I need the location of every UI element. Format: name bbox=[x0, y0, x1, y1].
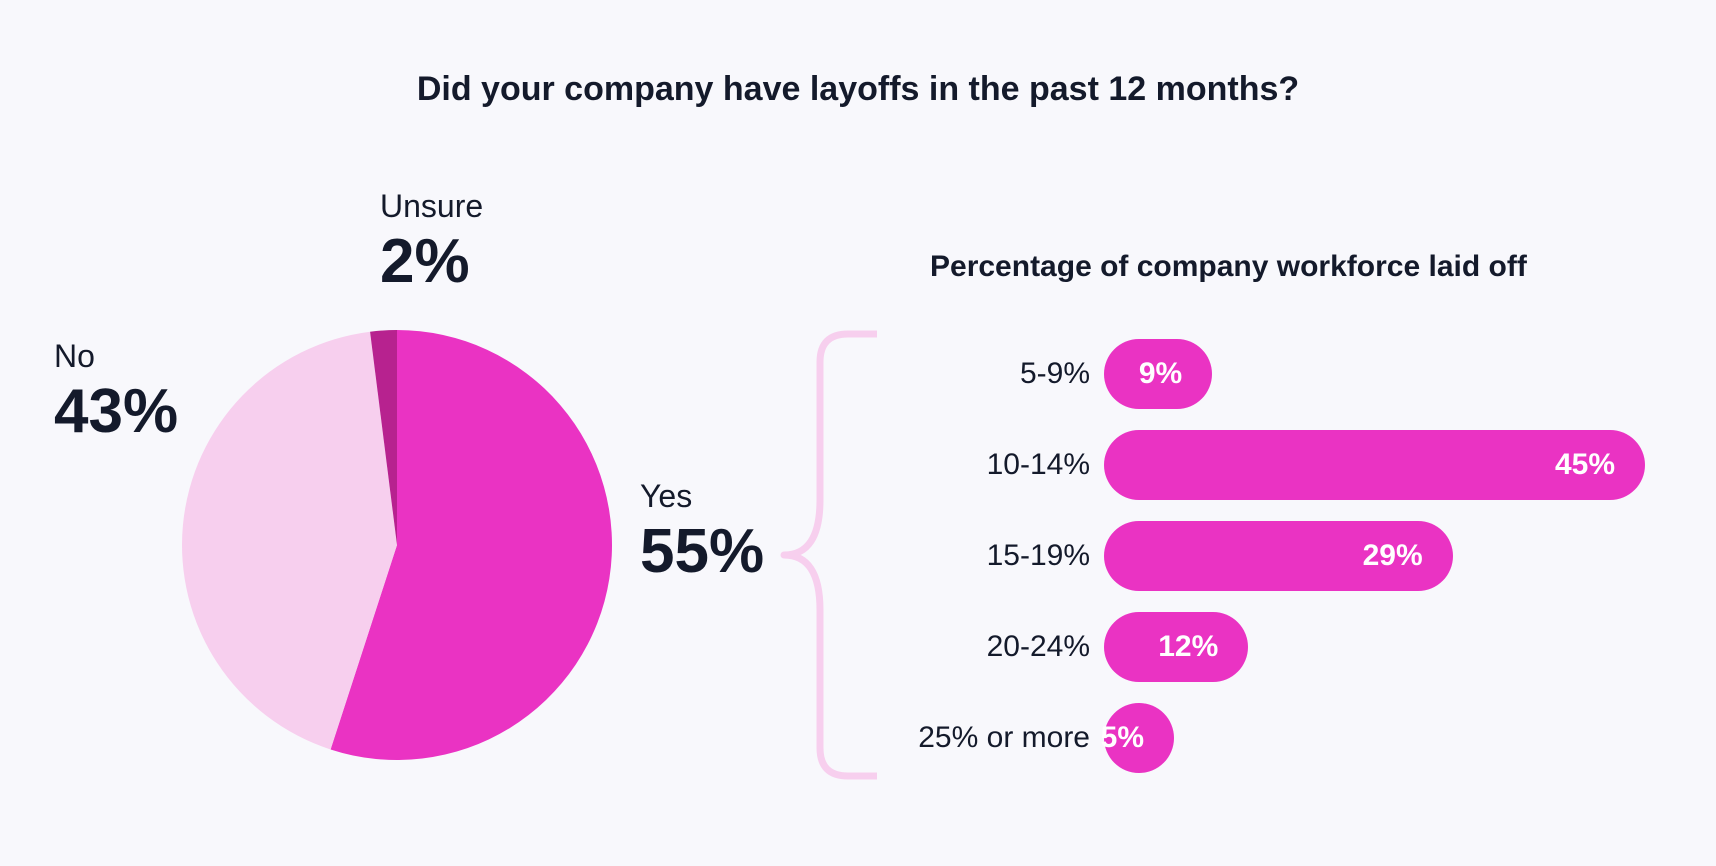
pie-chart bbox=[182, 330, 612, 761]
chart-title: Did your company have layoffs in the pas… bbox=[416, 70, 1300, 108]
slice-name: Unsure bbox=[380, 188, 484, 224]
bar-category-label: 25% or more bbox=[918, 721, 1090, 754]
bar-category-label: 5-9% bbox=[1019, 357, 1090, 390]
slice-value: 43% bbox=[54, 377, 179, 446]
pie-slice-no bbox=[182, 331, 397, 750]
slice-name: Yes bbox=[640, 478, 693, 514]
bar-value-label: 9% bbox=[1138, 357, 1183, 390]
bar-value-label: 29% bbox=[1362, 539, 1423, 572]
bar-value-label: 45% bbox=[1554, 448, 1615, 481]
pie-slice-yes bbox=[330, 330, 612, 761]
pie-label-unsure: Unsure 2% bbox=[380, 188, 483, 293]
bar-category-label: 10-14% bbox=[986, 448, 1090, 481]
slice-value: 55% bbox=[640, 517, 765, 586]
bar-value-label: 12% bbox=[1158, 630, 1219, 663]
bar: 12% bbox=[1104, 612, 1249, 682]
bar: 45% bbox=[1104, 430, 1645, 500]
pie-label-no: No 43% bbox=[54, 338, 178, 443]
bar-category-label: 15-19% bbox=[986, 539, 1090, 572]
bar-category-label: 20-24% bbox=[986, 630, 1090, 663]
slice-name: No bbox=[54, 338, 95, 374]
pie-label-yes: Yes 55% bbox=[640, 478, 764, 583]
yes-breakdown-brace bbox=[780, 330, 877, 780]
pie-slice-unsure bbox=[370, 330, 397, 545]
bar: 29% bbox=[1104, 521, 1453, 591]
bar-value-label: 5% bbox=[1100, 721, 1144, 754]
bar: 9% bbox=[1104, 339, 1213, 409]
slice-value: 2% bbox=[380, 227, 470, 296]
bar-chart-title: Percentage of company workforce laid off bbox=[930, 250, 1527, 283]
bar: 5% bbox=[1100, 703, 1174, 773]
